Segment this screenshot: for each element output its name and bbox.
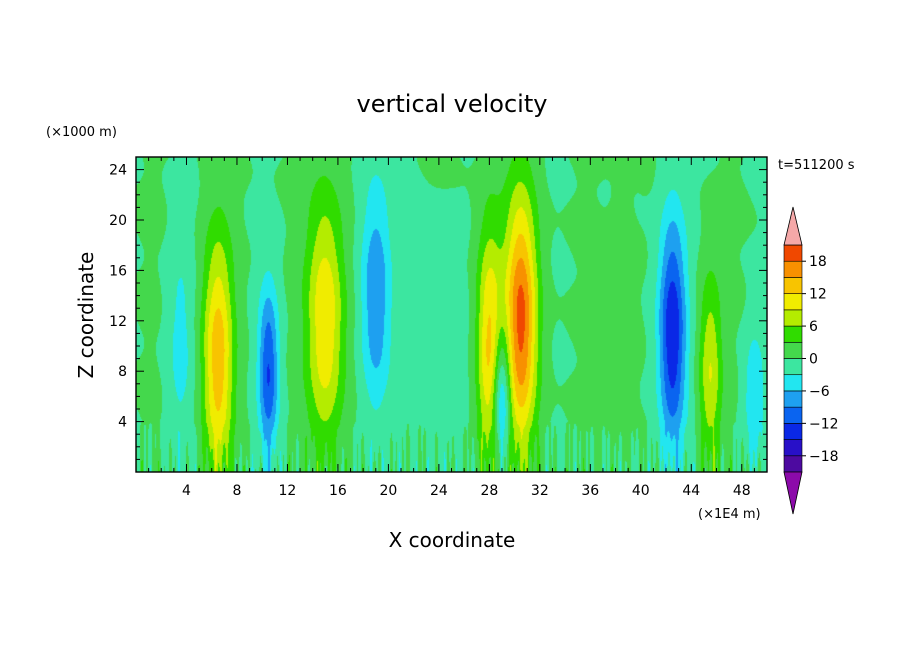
colorbar-bin xyxy=(783,277,803,294)
colorbar-under-triangle xyxy=(783,471,803,515)
y-tick-label: 12 xyxy=(109,314,127,330)
colorbar-bin xyxy=(783,406,803,424)
x-tick-label: 44 xyxy=(682,483,700,499)
colorbar-bin xyxy=(783,309,803,327)
x-unit-label: (×1E4 m) xyxy=(698,507,761,522)
x-tick-label: 36 xyxy=(581,483,599,499)
colorbar-bin xyxy=(783,374,803,392)
chart-title: vertical velocity xyxy=(357,90,548,118)
x-tick-label: 4 xyxy=(182,483,191,499)
contour-image xyxy=(136,157,767,472)
x-tick-label: 48 xyxy=(733,483,751,499)
y-tick-label: 8 xyxy=(118,364,127,380)
x-tick-label: 8 xyxy=(232,483,241,499)
colorbar-bin xyxy=(783,423,803,440)
colorbar-tick-label: −18 xyxy=(809,449,839,465)
y-tick-label: 4 xyxy=(118,415,127,431)
y-unit-label: (×1000 m) xyxy=(46,125,117,140)
x-tick-label: 16 xyxy=(329,483,347,499)
x-tick-label: 24 xyxy=(430,483,448,499)
colorbar-tick-label: 6 xyxy=(809,319,818,335)
x-tick-label: 20 xyxy=(379,483,397,499)
x-tick-label: 12 xyxy=(279,483,297,499)
time-label: t=511200 s xyxy=(778,158,855,173)
colorbar-bin xyxy=(783,455,803,473)
colorbar-tick-label: −12 xyxy=(809,416,839,432)
y-axis-label: Z coordinate xyxy=(74,252,98,379)
colorbar-bin xyxy=(783,244,803,262)
colorbar: −18 −12 −6 0 6 12 18 xyxy=(783,206,839,515)
contour-field xyxy=(136,157,767,472)
y-tick-label: 20 xyxy=(109,213,127,229)
x-axis-label: X coordinate xyxy=(389,528,516,552)
x-tick-label: 40 xyxy=(632,483,650,499)
colorbar-bin xyxy=(783,358,803,376)
colorbar-bin xyxy=(783,341,803,359)
colorbar-bin xyxy=(783,260,803,278)
colorbar-bin xyxy=(783,390,803,408)
y-tick-label: 16 xyxy=(109,263,127,279)
colorbar-over-triangle xyxy=(783,206,803,246)
y-tick-label: 24 xyxy=(109,163,127,179)
colorbar-tick-label: 0 xyxy=(809,352,818,368)
colorbar-bin xyxy=(783,293,803,311)
colorbar-bin xyxy=(783,325,803,343)
colorbar-tick-label: 18 xyxy=(809,254,827,270)
colorbar-tick-label: −6 xyxy=(809,384,830,400)
x-tick-label: 28 xyxy=(480,483,498,499)
colorbar-bin xyxy=(783,439,803,457)
colorbar-tick-label: 12 xyxy=(809,287,827,303)
x-tick-label: 32 xyxy=(531,483,549,499)
